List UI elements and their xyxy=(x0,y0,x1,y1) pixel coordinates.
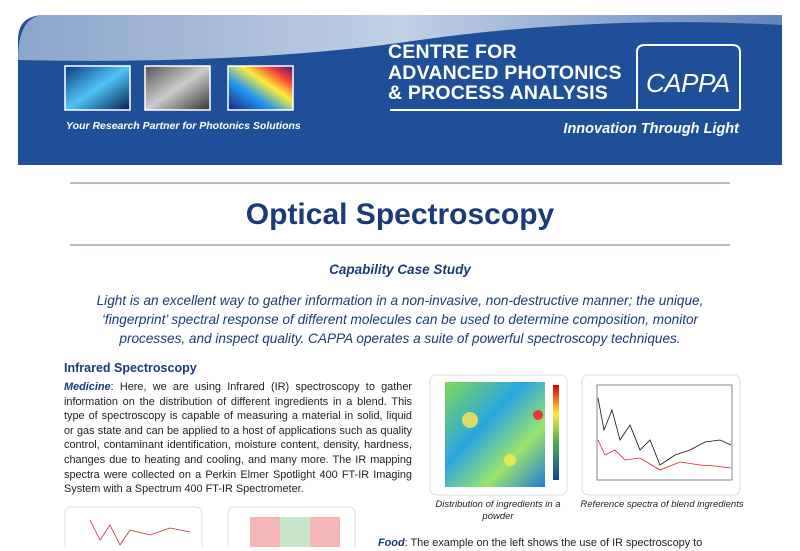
organization-name: CENTRE FOR ADVANCED PHOTONICS & PROCESS … xyxy=(388,42,622,104)
organization-line: ADVANCED PHOTONICS xyxy=(388,61,622,84)
figure-region xyxy=(280,517,310,547)
organization-line: CENTRE FOR xyxy=(388,41,517,63)
figure-line xyxy=(597,439,732,471)
figure-map xyxy=(445,382,545,487)
figure-frame xyxy=(581,374,741,496)
logo: CAPPA xyxy=(646,68,730,98)
figure-frame xyxy=(64,506,203,547)
header-image xyxy=(227,65,294,111)
figure-region xyxy=(250,517,280,547)
body-text: : The example on the left shows the use … xyxy=(404,537,703,549)
figure-caption: Reference spectra of blend ingredients xyxy=(580,499,744,510)
figure-axes xyxy=(596,384,733,481)
figure-region xyxy=(310,517,340,547)
intro: Light is an excellent way to gather info… xyxy=(96,293,704,346)
body-text: : Here, we are using Infrared (IR) spect… xyxy=(64,381,412,496)
subtitle: Capability Case Study xyxy=(329,262,471,277)
organization-line: & PROCESS ANALYSIS xyxy=(388,82,608,104)
figure-line xyxy=(89,519,191,546)
header-image xyxy=(144,65,211,111)
logo-frame xyxy=(636,44,741,110)
figure-detail xyxy=(504,454,516,466)
lead: Food xyxy=(378,537,405,549)
section-heading: Infrared Spectroscopy xyxy=(64,361,197,375)
figure-line xyxy=(597,397,732,466)
tagline: Your Research Partner for Photonics Solu… xyxy=(66,120,301,132)
figure-detail xyxy=(462,412,478,428)
title: Optical Spectroscopy xyxy=(245,198,555,231)
paragraph: Medicine: Here, we are using Infrared (I… xyxy=(64,380,412,497)
figure-detail xyxy=(533,410,543,420)
figure-colorbar xyxy=(553,385,559,480)
header-swoosh xyxy=(18,15,782,61)
lead: Medicine xyxy=(64,381,111,393)
header-image xyxy=(64,65,131,111)
paragraph: Food: The example on the left shows the … xyxy=(378,536,740,551)
motto: Innovation Through Light xyxy=(563,121,739,137)
figure-caption: Distribution of ingredients in a powder xyxy=(435,499,561,522)
